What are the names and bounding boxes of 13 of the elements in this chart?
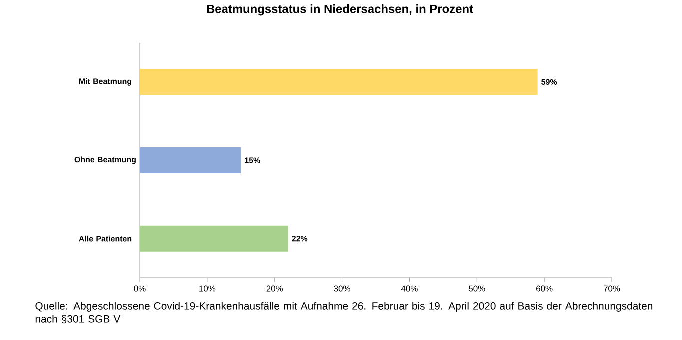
bar: [140, 148, 242, 174]
x-tick-label: 30%: [334, 286, 350, 292]
x-tick-label: 40%: [401, 286, 418, 292]
chart-title: Beatmungsstatus in Niedersachsen, in Prozent: [207, 4, 474, 16]
bar: [140, 69, 538, 96]
x-tick-label: 60%: [536, 286, 553, 292]
x-tick-label: 20%: [266, 286, 284, 292]
source-note: Quelle: Abgeschlossene Covid-19-Krankenhausfälle mit Aufnahme 26. Februar bis 19. April 2020 auf Basis der Abrechnungsdaten nach §301 SGB V: [36, 302, 653, 324]
x-tick-label: 50%: [469, 286, 486, 292]
x-tick-label: 0%: [134, 286, 146, 292]
bar: [140, 226, 288, 252]
x-tick-label: 10%: [200, 286, 216, 292]
x-tick-label: 70%: [604, 286, 620, 292]
